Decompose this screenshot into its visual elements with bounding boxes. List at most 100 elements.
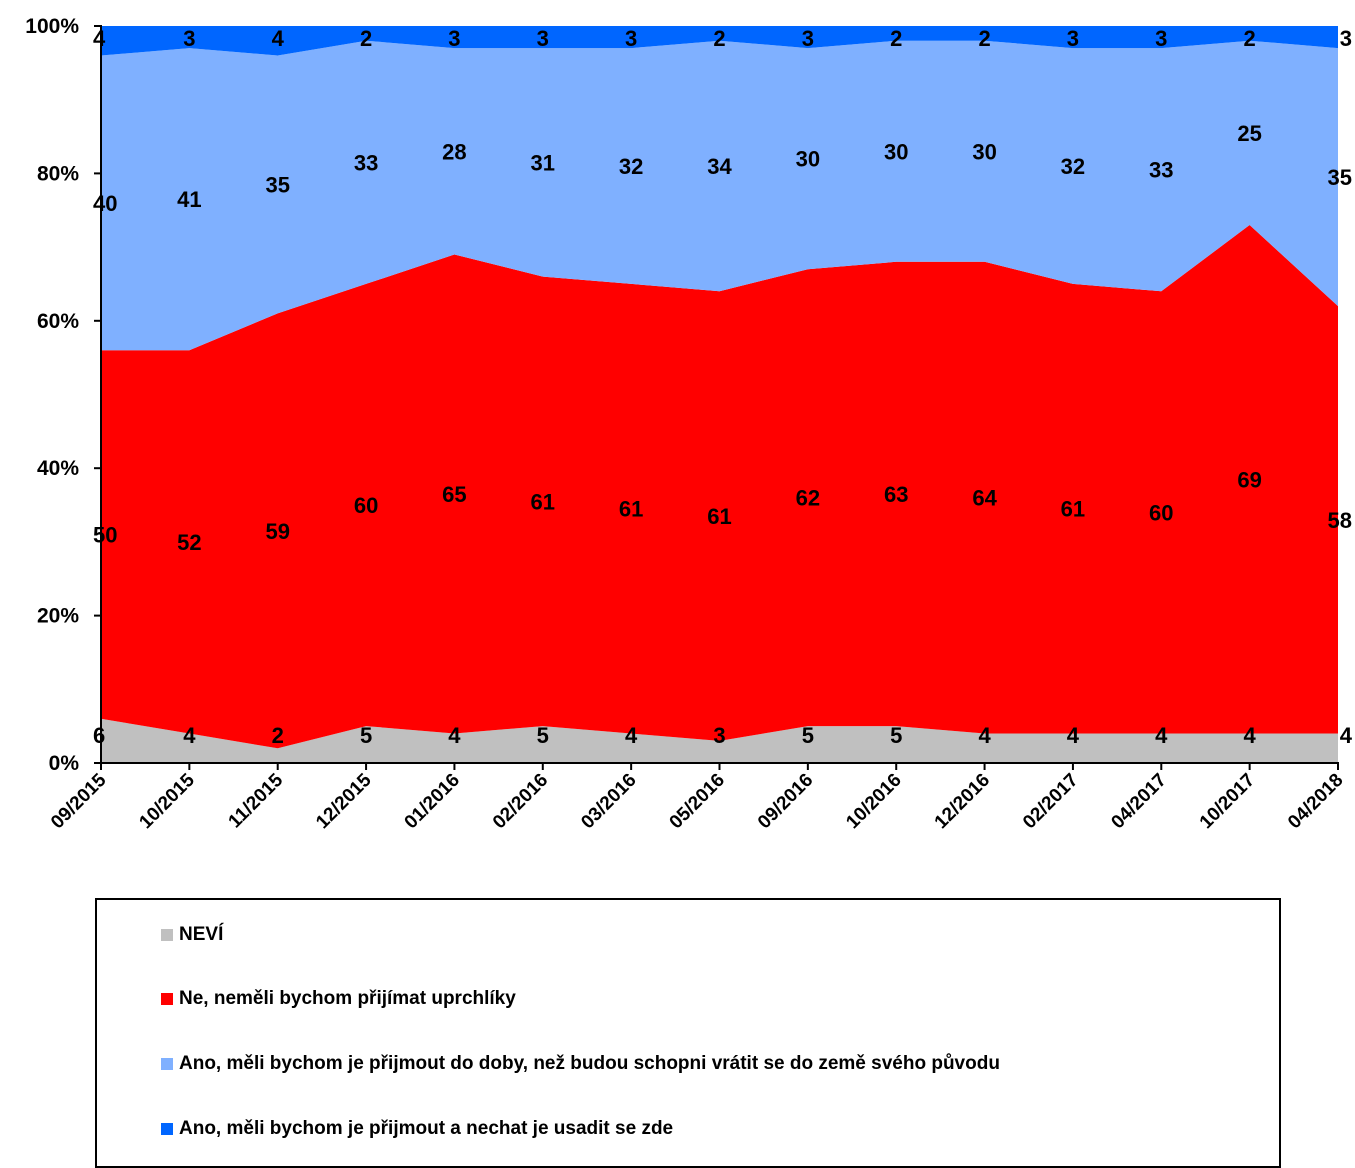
stacked-area-chart: 0% 20% 40% 60% 80% 100% 09/2015 10/2015 11/2015 1… xyxy=(25,15,1353,833)
x-tick-label: 10/2017 xyxy=(1196,770,1259,833)
legend-label-ano-docasne: Ano, měli bychom je přijmout do doby, ne… xyxy=(179,1053,1000,1074)
x-tick-label: 02/2016 xyxy=(489,770,552,833)
data-label-s0-5: 5 xyxy=(537,723,549,748)
data-label-s2-6: 32 xyxy=(619,154,643,179)
x-tick-label: 05/2016 xyxy=(666,770,729,833)
data-label-s3-1: 3 xyxy=(183,26,195,51)
x-tick-label: 12/2015 xyxy=(312,769,376,833)
x-tick-label: 01/2016 xyxy=(401,770,464,833)
legend-swatch-ano-usadit xyxy=(161,1123,173,1135)
data-label-s3-3: 2 xyxy=(360,26,372,51)
data-label-s0-9: 5 xyxy=(890,723,902,748)
legend-item-ne: Ne, neměli bychom přijímat uprchlíky xyxy=(161,988,516,1010)
legend-swatch-ne xyxy=(161,993,173,1005)
data-label-s2-10: 30 xyxy=(972,139,996,164)
legend-item-ano-docasne: Ano, měli bychom je přijmout do doby, ne… xyxy=(161,1053,1000,1075)
x-tick-label: 12/2016 xyxy=(931,770,994,833)
data-label-s3-2: 4 xyxy=(272,26,285,51)
data-label-s3-5: 3 xyxy=(537,26,549,51)
data-label-s3-9: 2 xyxy=(890,26,902,51)
data-label-s2-2: 35 xyxy=(265,172,289,197)
data-label-s1-2: 59 xyxy=(265,519,289,544)
data-label-s1-5: 61 xyxy=(531,489,555,514)
legend: NEVÍ Ne, neměli bychom přijímat uprchlík… xyxy=(95,898,1281,1168)
data-label-s1-9: 63 xyxy=(884,482,908,507)
data-label-s2-13: 25 xyxy=(1237,121,1261,146)
x-tick-label: 10/2016 xyxy=(842,770,905,833)
x-tick-label: 04/2018 xyxy=(1284,770,1347,833)
data-label-s2-4: 28 xyxy=(442,139,466,164)
legend-label-nevi: NEVÍ xyxy=(179,924,224,945)
x-tick-label: 10/2015 xyxy=(135,769,199,833)
data-label-s3-13: 2 xyxy=(1244,26,1256,51)
data-label-s1-14: 58 xyxy=(1328,508,1352,533)
data-label-s3-8: 3 xyxy=(802,26,814,51)
data-label-s0-6: 4 xyxy=(625,723,638,748)
y-tick-label: 100% xyxy=(25,15,79,38)
data-label-s2-5: 31 xyxy=(531,150,555,175)
data-label-s3-7: 2 xyxy=(713,26,725,51)
data-label-s1-3: 60 xyxy=(354,493,378,518)
x-tick-label: 09/2015 xyxy=(47,769,111,833)
data-label-s0-7: 3 xyxy=(713,723,725,748)
axes-group xyxy=(94,25,1339,770)
data-label-s3-0: 4 xyxy=(93,26,106,51)
data-label-s2-0: 40 xyxy=(93,191,117,216)
legend-item-ano-usadit: Ano, měli bychom je přijmout a nechat je… xyxy=(161,1118,673,1140)
data-label-s0-12: 4 xyxy=(1155,723,1168,748)
data-label-s0-3: 5 xyxy=(360,723,372,748)
x-tick-label: 09/2016 xyxy=(754,770,817,833)
y-tick-label: 20% xyxy=(37,605,79,628)
data-label-s3-10: 2 xyxy=(978,26,990,51)
area-series-1 xyxy=(101,225,1338,749)
data-label-s0-10: 4 xyxy=(978,723,991,748)
legend-label-ne: Ne, neměli bychom přijímat uprchlíky xyxy=(179,988,516,1009)
data-label-s2-1: 41 xyxy=(177,187,201,212)
data-label-s2-11: 32 xyxy=(1061,154,1085,179)
data-label-s2-9: 30 xyxy=(884,139,908,164)
data-label-s2-12: 33 xyxy=(1149,158,1173,183)
data-label-s2-3: 33 xyxy=(354,150,378,175)
data-label-s1-12: 60 xyxy=(1149,500,1173,525)
data-label-s1-0: 50 xyxy=(93,523,117,548)
x-tick-label: 03/2016 xyxy=(577,770,640,833)
data-label-s0-2: 2 xyxy=(272,723,284,748)
area-series-group xyxy=(101,26,1338,763)
y-tick-label: 80% xyxy=(37,162,79,185)
data-label-s0-8: 5 xyxy=(802,723,814,748)
data-label-s1-8: 62 xyxy=(796,486,820,511)
data-label-s2-8: 30 xyxy=(796,147,820,172)
data-label-s0-14: 4 xyxy=(1340,723,1353,748)
x-tick-label: 11/2015 xyxy=(225,769,288,832)
data-label-s3-12: 3 xyxy=(1155,26,1167,51)
data-label-s1-11: 61 xyxy=(1061,497,1085,522)
data-label-s2-7: 34 xyxy=(707,154,732,179)
legend-swatch-ano-docasne xyxy=(161,1058,173,1070)
data-label-s1-6: 61 xyxy=(619,497,643,522)
data-label-s0-13: 4 xyxy=(1244,723,1257,748)
data-label-s3-11: 3 xyxy=(1067,26,1079,51)
data-label-s2-14: 35 xyxy=(1328,165,1352,190)
y-tick-label: 40% xyxy=(37,457,79,480)
data-label-s1-1: 52 xyxy=(177,530,201,555)
data-label-s3-14: 3 xyxy=(1340,26,1352,51)
data-label-s0-11: 4 xyxy=(1067,723,1080,748)
data-label-s1-4: 65 xyxy=(442,482,466,507)
y-tick-label: 60% xyxy=(37,310,79,333)
data-label-s1-13: 69 xyxy=(1237,467,1261,492)
data-label-s1-10: 64 xyxy=(972,486,997,511)
data-label-s0-1: 4 xyxy=(183,723,196,748)
legend-item-nevi: NEVÍ xyxy=(161,924,223,946)
y-tick-label: 0% xyxy=(49,752,80,775)
area-series-3 xyxy=(101,26,1338,56)
legend-swatch-nevi xyxy=(161,929,173,941)
data-label-s0-0: 6 xyxy=(93,723,105,748)
data-label-s1-7: 61 xyxy=(707,504,731,529)
legend-label-ano-usadit: Ano, měli bychom je přijmout a nechat je… xyxy=(179,1118,674,1139)
area-series-2 xyxy=(101,40,1338,351)
x-tick-label: 04/2017 xyxy=(1107,770,1170,833)
data-label-s0-4: 4 xyxy=(448,723,461,748)
x-tick-label: 02/2017 xyxy=(1019,770,1082,833)
data-label-s3-4: 3 xyxy=(448,26,460,51)
